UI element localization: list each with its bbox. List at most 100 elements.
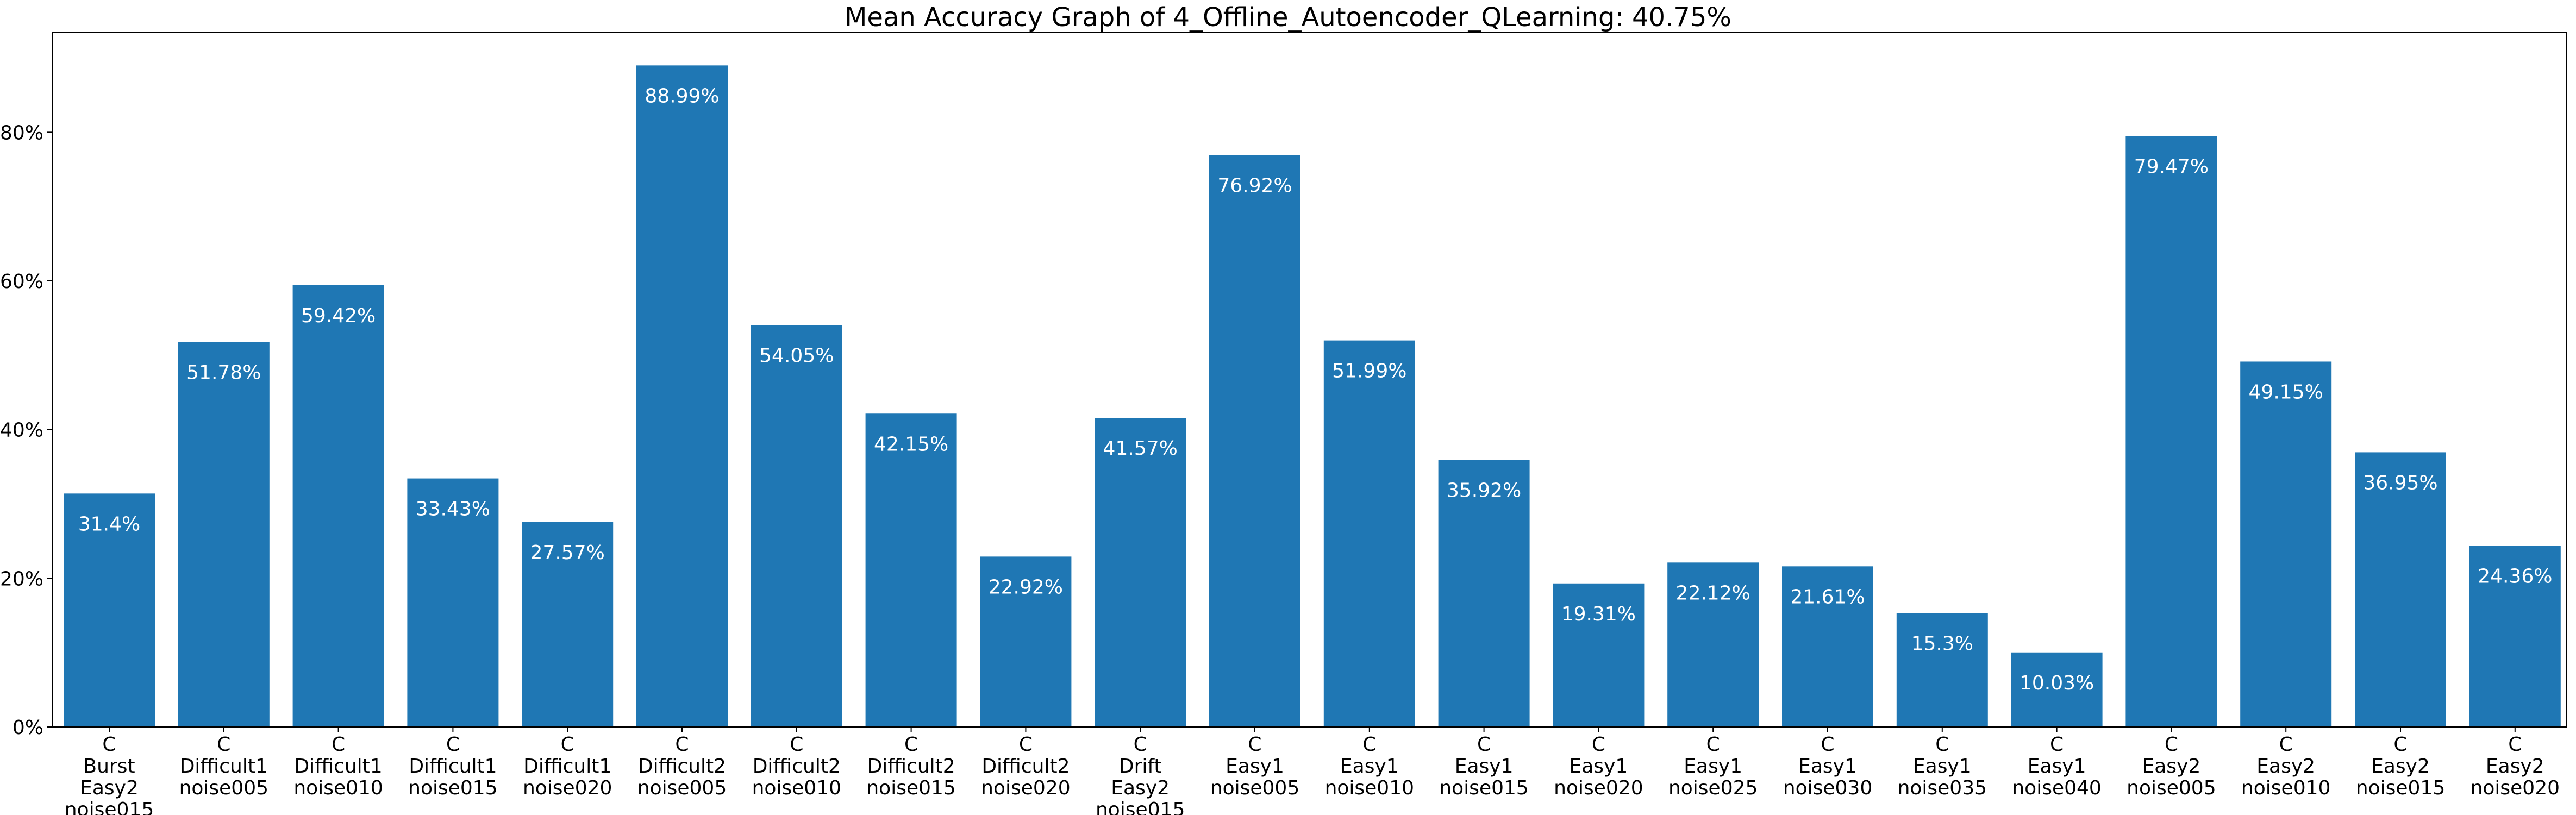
x-tick-label: C Easy1 noise040 <box>2012 734 2101 799</box>
bar <box>2240 361 2332 727</box>
bar <box>64 493 155 727</box>
x-tick-label-line: noise015 <box>1439 777 1528 799</box>
x-tick-label-line: noise020 <box>1554 777 1643 799</box>
x-tick-label-line: C <box>1821 734 1834 756</box>
x-tick-label-line: Easy1 <box>1340 755 1399 778</box>
x-tick-label: C Easy1 noise015 <box>1439 734 1528 799</box>
x-tick-label-line: noise010 <box>752 777 841 799</box>
x-tick-label-line: Easy2 <box>1111 777 1170 799</box>
x-tick-label-line: Difficult2 <box>753 755 841 778</box>
bar <box>1209 155 1300 728</box>
x-tick-label-line: C <box>2508 734 2522 756</box>
y-axis: 0% 20% 40% 60% 80% <box>0 122 52 739</box>
bar-value-label: 31.4% <box>78 513 140 535</box>
x-tick-label: C Easy1 noise020 <box>1554 734 1643 799</box>
x-tick-label-line: noise040 <box>2012 777 2101 799</box>
bar-value-label: 21.61% <box>1790 586 1865 608</box>
x-tick-label: C Difficult1 noise005 <box>179 734 268 799</box>
bar-value-label: 76.92% <box>1217 174 1292 197</box>
bar <box>1095 418 1186 727</box>
x-tick-label-line: Easy1 <box>1455 755 1514 778</box>
x-tick-label-line: C <box>1706 734 1720 756</box>
x-tick-label: C Difficult2 noise020 <box>981 734 1070 799</box>
x-tick-label: C Easy1 noise025 <box>1668 734 1758 799</box>
x-tick-label-line: C <box>2165 734 2178 756</box>
x-tick-label: C Easy2 noise015 <box>2356 734 2445 799</box>
x-tick-label-line: noise025 <box>1668 777 1758 799</box>
bar-value-label: 54.05% <box>759 344 834 367</box>
bar <box>1896 613 1988 727</box>
bar <box>1553 583 1645 727</box>
bar-value-label: 19.31% <box>1561 603 1636 625</box>
x-tick-label-line: noise010 <box>1325 777 1414 799</box>
bar-value-label: 24.36% <box>2478 566 2552 588</box>
x-tick-label-line: C <box>1248 734 1261 756</box>
x-tick-label-line: noise020 <box>523 777 612 799</box>
x-tick-label-line: C <box>904 734 918 756</box>
x-tick-label: C Burst Easy2 noise015 <box>65 734 154 815</box>
bar-value-label: 41.57% <box>1103 437 1178 460</box>
bar <box>1438 460 1530 727</box>
y-tick-label: 40% <box>0 419 43 442</box>
bar <box>2355 452 2446 727</box>
bar-value-label: 33.43% <box>416 498 490 521</box>
bar <box>865 413 957 727</box>
x-tick-label-line: noise035 <box>1898 777 1987 799</box>
bar-value-label: 49.15% <box>2249 381 2323 403</box>
bar-value-label: 51.78% <box>186 361 261 384</box>
x-tick-label-line: Easy2 <box>2371 755 2430 778</box>
x-tick-label: C Easy1 noise035 <box>1898 734 1987 799</box>
x-tick-label-line: noise015 <box>2356 777 2445 799</box>
x-tick-label-line: C <box>1362 734 1376 756</box>
x-tick-label-line: Difficult1 <box>180 755 268 778</box>
x-tick-label-line: noise015 <box>65 799 154 815</box>
x-tick-label-line: Drift <box>1119 755 1162 778</box>
x-tick-label-line: Easy2 <box>2256 755 2315 778</box>
bar <box>980 556 1072 727</box>
x-tick-label: C Easy1 noise005 <box>1210 734 1299 799</box>
bar <box>1782 566 1873 727</box>
bar <box>292 285 384 727</box>
bar-value-label: 79.47% <box>2134 156 2209 178</box>
bar <box>522 522 614 727</box>
bar <box>2011 652 2103 727</box>
bar <box>1323 340 1415 727</box>
x-tick-label-line: noise005 <box>1210 777 1299 799</box>
bar-value-label: 88.99% <box>645 85 719 107</box>
bar <box>407 478 499 727</box>
bar <box>636 65 728 727</box>
x-tick-label: C Difficult2 noise010 <box>752 734 841 799</box>
x-tick-label-line: C <box>675 734 689 756</box>
bar-value-label: 51.99% <box>1332 360 1406 383</box>
x-tick-label-line: C <box>2393 734 2407 756</box>
x-tick-label-line: C <box>790 734 803 756</box>
x-tick-label-line: Easy1 <box>2028 755 2086 778</box>
x-tick-label-line: noise030 <box>1783 777 1872 799</box>
x-tick-label-line: C <box>217 734 230 756</box>
bar-value-label: 15.3% <box>1911 633 1973 655</box>
x-tick-label-line: noise005 <box>2127 777 2216 799</box>
bar-value-label: 10.03% <box>2019 672 2094 694</box>
x-tick-label-line: noise010 <box>293 777 383 799</box>
x-tick-label: C Difficult1 noise015 <box>408 734 497 799</box>
bar <box>2469 546 2561 727</box>
bar-value-label: 35.92% <box>1447 480 1521 502</box>
x-tick-label: C Easy1 noise010 <box>1325 734 1414 799</box>
x-tick-label-line: Easy1 <box>1913 755 1972 778</box>
x-tick-label-line: Burst <box>83 755 135 778</box>
x-tick-label-line: Easy2 <box>2486 755 2544 778</box>
x-tick-label-line: Easy1 <box>1570 755 1628 778</box>
x-tick-label-line: C <box>1935 734 1949 756</box>
y-tick-label: 20% <box>0 568 43 590</box>
bar <box>751 325 842 727</box>
x-tick-label-line: Easy1 <box>1798 755 1857 778</box>
y-tick-label: 0% <box>12 717 43 739</box>
x-tick-label: C Drift Easy2 noise015 <box>1096 734 1185 815</box>
bar-value-label: 59.42% <box>301 305 376 327</box>
bar <box>2125 136 2217 727</box>
x-tick-label-line: Difficult2 <box>867 755 955 778</box>
x-tick-label-line: C <box>561 734 574 756</box>
bar-value-labels: 31.4% 51.78% 59.42% 33.43% 27.57% 88.99% 54.05… <box>78 85 2553 694</box>
